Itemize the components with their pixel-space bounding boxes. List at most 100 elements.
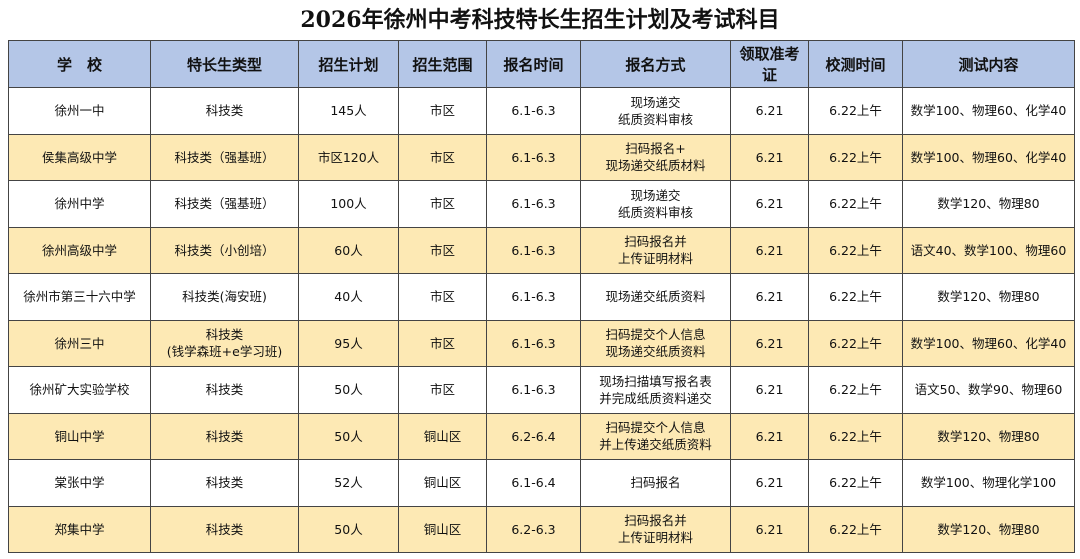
table-cell: 6.21 [730, 226, 809, 274]
table-cell: 侯集高级中学 [8, 133, 151, 181]
table-cell: 6.1-6.4 [486, 459, 581, 507]
table-cell: 6.21 [730, 180, 809, 228]
table-cell: 科技类(海安班) [150, 273, 299, 321]
table-row: 徐州中学 科技类（强基班） 100人 市区 6.1-6.3 现场递交 纸质资料审核 6.21… [8, 180, 1075, 228]
table-cell: 6.22上午 [808, 180, 903, 228]
table-cell: 科技类 [150, 459, 299, 507]
table-row: 棠张中学 科技类 52人 铜山区 6.1-6.4 扫码报名 6.21 6.22上午 数学100、… [8, 459, 1075, 507]
table-cell: 扫码提交个人信息 现场递交纸质资料 [580, 319, 731, 367]
table-body: 徐州一中 科技类 145人 市区 6.1-6.3 现场递交 纸质资料审核 6.21 6.22上… [8, 87, 1075, 553]
table-cell: 6.21 [730, 133, 809, 181]
table-cell: 科技类 [150, 412, 299, 460]
table-row: 徐州市第三十六中学 科技类(海安班) 40人 市区 6.1-6.3 现场递交纸质资料 6.2… [8, 273, 1075, 321]
table-cell: 语文50、数学90、物理60 [902, 366, 1075, 414]
header-cell: 报名时间 [486, 40, 581, 88]
table-cell: 6.1-6.3 [486, 366, 581, 414]
table-cell: 数学120、物理80 [902, 273, 1075, 321]
table-cell: 145人 [298, 87, 399, 135]
table-cell: 6.1-6.3 [486, 226, 581, 274]
table-row: 徐州一中 科技类 145人 市区 6.1-6.3 现场递交 纸质资料审核 6.21 6.22上… [8, 87, 1075, 135]
header-cell: 报名方式 [580, 40, 731, 88]
table-cell: 6.21 [730, 412, 809, 460]
table-cell: 数学120、物理80 [902, 505, 1075, 553]
table-cell: 科技类（强基班） [150, 180, 299, 228]
table-cell: 现场递交 纸质资料审核 [580, 87, 731, 135]
table-cell: 6.21 [730, 319, 809, 367]
table-cell: 现场递交纸质资料 [580, 273, 731, 321]
table-cell: 现场递交 纸质资料审核 [580, 180, 731, 228]
table-cell: 科技类 (钱学森班+e学习班) [150, 319, 299, 367]
table-cell: 铜山区 [398, 459, 487, 507]
table-cell: 郑集中学 [8, 505, 151, 553]
table-cell: 100人 [298, 180, 399, 228]
table-cell: 6.22上午 [808, 87, 903, 135]
table-cell: 科技类 [150, 87, 299, 135]
table-cell: 扫码报名并 上传证明材料 [580, 226, 731, 274]
table-row: 徐州高级中学 科技类（小创培） 60人 市区 6.1-6.3 扫码报名并 上传证明材料 6.… [8, 226, 1075, 274]
table-cell: 6.21 [730, 459, 809, 507]
table-cell: 铜山区 [398, 412, 487, 460]
header-row: 学 校特长生类型 招生计划 招生范围 报名时间 报名方式 领取准考证 校测时间 测试内容 [8, 40, 1075, 88]
table-cell: 6.2-6.3 [486, 505, 581, 553]
table-cell: 扫码报名+ 现场递交纸质材料 [580, 133, 731, 181]
table-cell: 6.2-6.4 [486, 412, 581, 460]
table-cell: 市区 [398, 366, 487, 414]
table-cell: 市区 [398, 319, 487, 367]
table-cell: 数学120、物理80 [902, 412, 1075, 460]
table-cell: 6.1-6.3 [486, 87, 581, 135]
table-cell: 徐州市第三十六中学 [8, 273, 151, 321]
table-cell: 6.21 [730, 505, 809, 553]
table-cell: 市区 [398, 87, 487, 135]
plan-table: 学 校特长生类型 招生计划 招生范围 报名时间 报名方式 领取准考证 校测时间 测试内容 徐州… [8, 40, 1075, 553]
table-cell: 6.1-6.3 [486, 133, 581, 181]
table-cell: 6.1-6.3 [486, 319, 581, 367]
table-row: 侯集高级中学 科技类（强基班） 市区120人 市区 6.1-6.3 扫码报名+ 现场递交纸… [8, 133, 1075, 181]
table-cell: 6.22上午 [808, 412, 903, 460]
table-cell: 棠张中学 [8, 459, 151, 507]
table-cell: 数学100、物理60、化学40 [902, 319, 1075, 367]
table-cell: 徐州三中 [8, 319, 151, 367]
table-cell: 扫码提交个人信息 并上传递交纸质资料 [580, 412, 731, 460]
header-cell: 校测时间 [808, 40, 903, 88]
header-cell: 招生计划 [298, 40, 399, 88]
header-cell: 学 校 [8, 40, 151, 88]
table-cell: 6.22上午 [808, 319, 903, 367]
table-cell: 徐州矿大实验学校 [8, 366, 151, 414]
table-cell: 铜山中学 [8, 412, 151, 460]
table-cell: 现场扫描填写报名表 并完成纸质资料递交 [580, 366, 731, 414]
header-cell: 招生范围 [398, 40, 487, 88]
table-cell: 95人 [298, 319, 399, 367]
page-title: 2026年徐州中考科技特长生招生计划及考试科目 [300, 7, 780, 33]
header-cell: 特长生类型 [150, 40, 299, 88]
table-cell: 6.1-6.3 [486, 180, 581, 228]
table-row: 徐州三中 科技类 (钱学森班+e学习班) 95人 市区 6.1-6.3 扫码提交个人信息 … [8, 319, 1075, 367]
table-cell: 市区 [398, 180, 487, 228]
table-cell: 6.21 [730, 273, 809, 321]
table-cell: 科技类（小创培） [150, 226, 299, 274]
table-cell: 扫码报名并 上传证明材料 [580, 505, 731, 553]
table-cell: 6.22上午 [808, 273, 903, 321]
table-cell: 50人 [298, 505, 399, 553]
table-cell: 6.22上午 [808, 366, 903, 414]
table-cell: 6.1-6.3 [486, 273, 581, 321]
table-cell: 6.22上午 [808, 505, 903, 553]
table-cell: 市区 [398, 273, 487, 321]
header-cell: 领取准考证 [730, 40, 809, 88]
table-cell: 科技类（强基班） [150, 133, 299, 181]
table-cell: 52人 [298, 459, 399, 507]
table-row: 铜山中学 科技类 50人 铜山区 6.2-6.4 扫码提交个人信息 并上传递交纸质资料 6.… [8, 412, 1075, 460]
table-cell: 数学120、物理80 [902, 180, 1075, 228]
header-cell: 测试内容 [902, 40, 1075, 88]
table-cell: 徐州中学 [8, 180, 151, 228]
table-cell: 徐州高级中学 [8, 226, 151, 274]
table-cell: 扫码报名 [580, 459, 731, 507]
table-cell: 50人 [298, 412, 399, 460]
table-cell: 6.22上午 [808, 459, 903, 507]
table-cell: 市区 [398, 226, 487, 274]
table-cell: 6.22上午 [808, 133, 903, 181]
table-cell: 50人 [298, 366, 399, 414]
table-row: 徐州矿大实验学校 科技类 50人 市区 6.1-6.3 现场扫描填写报名表 并完成纸质资料… [8, 366, 1075, 414]
table-cell: 徐州一中 [8, 87, 151, 135]
table-cell: 6.21 [730, 366, 809, 414]
